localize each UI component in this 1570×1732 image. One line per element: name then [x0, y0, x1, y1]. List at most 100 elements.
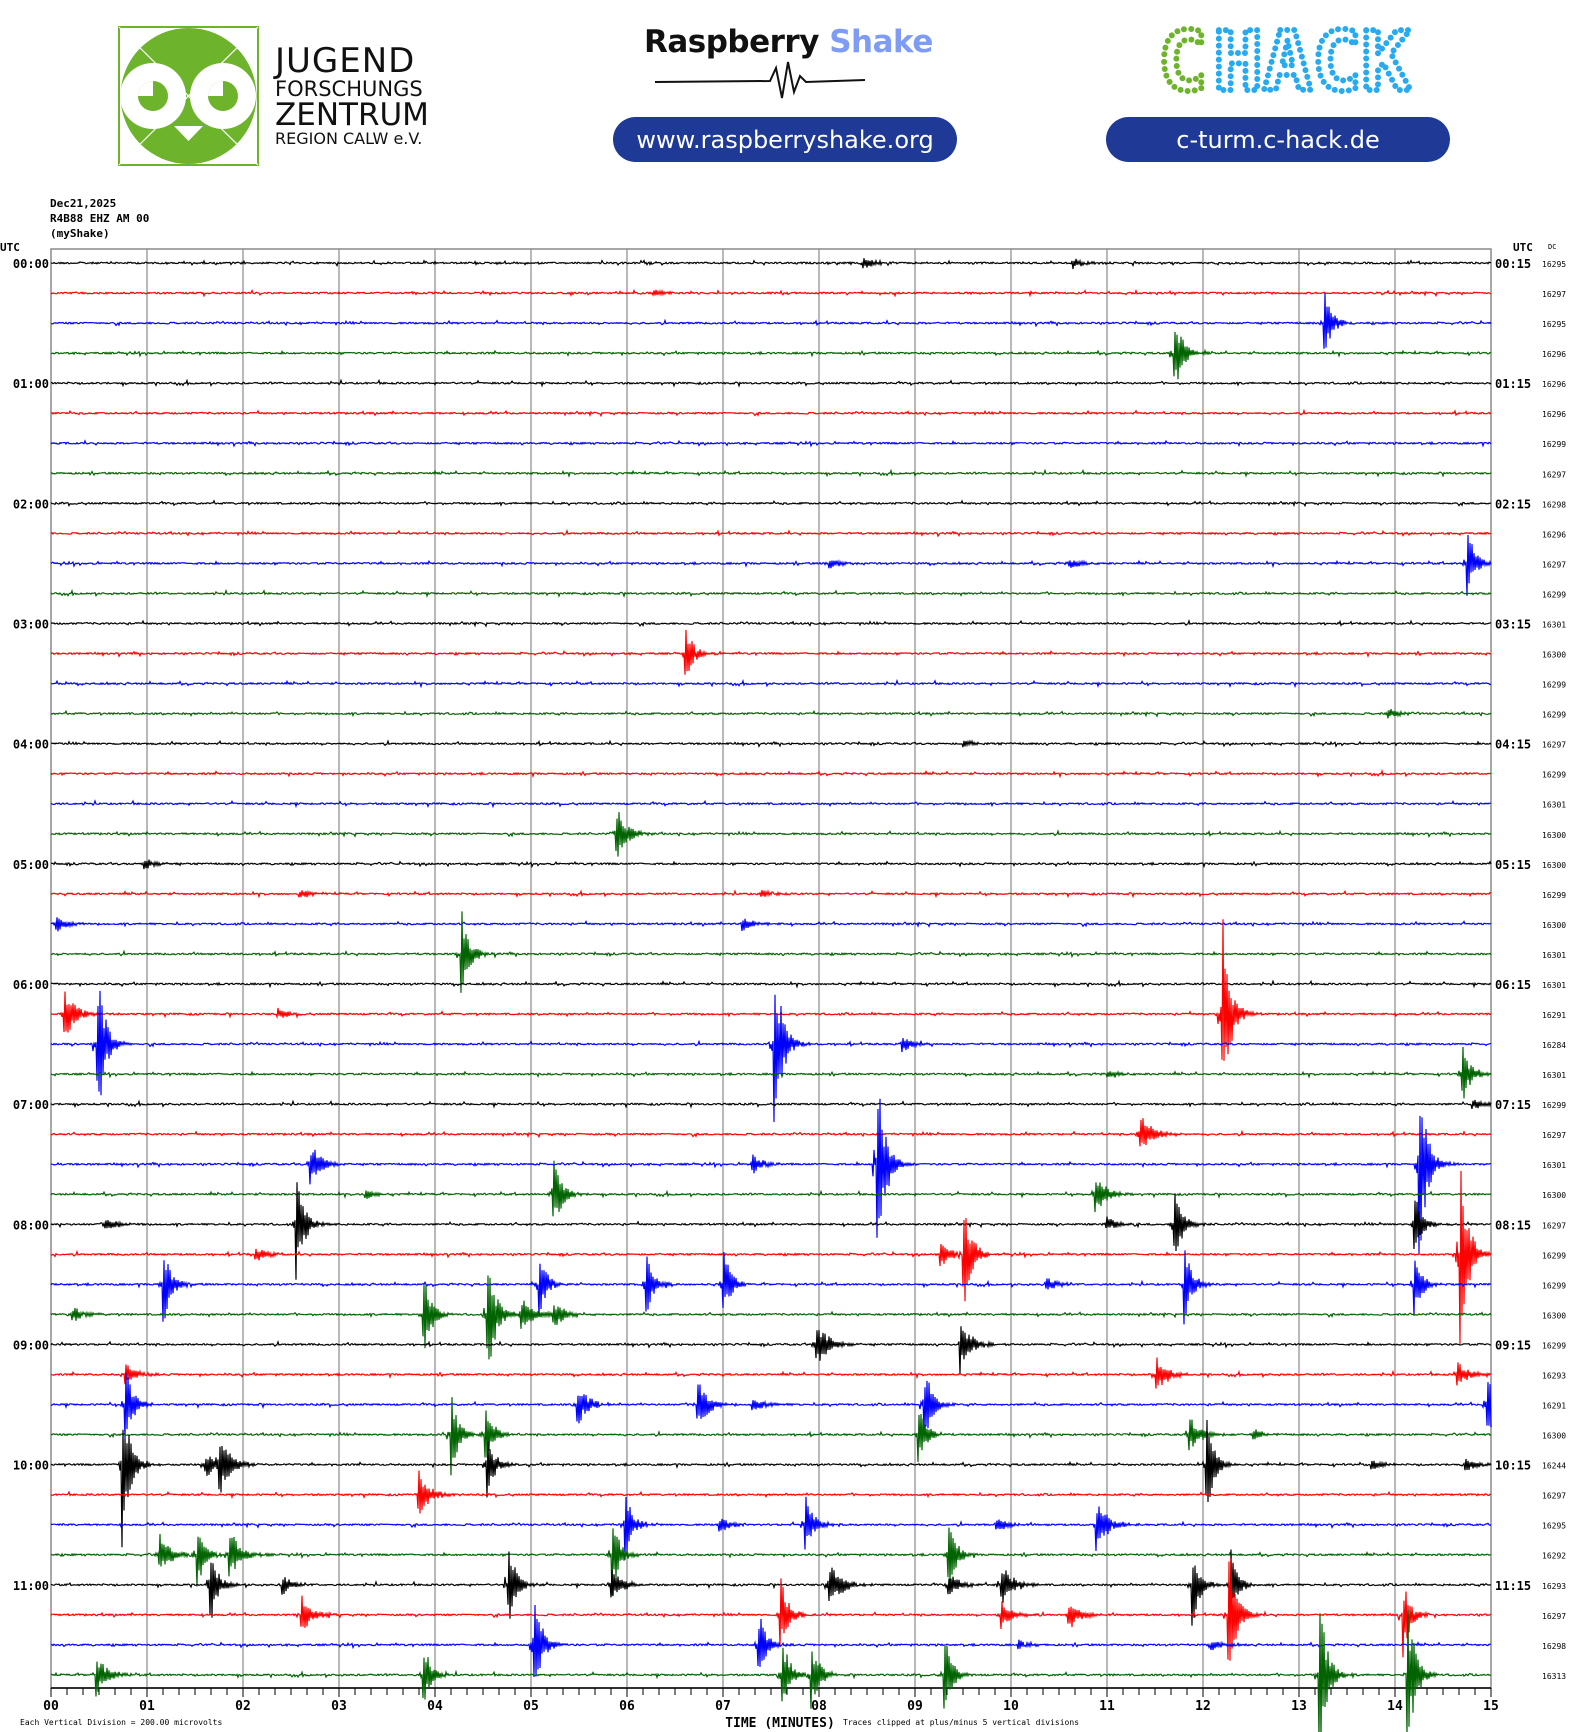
raspberryshake-link[interactable]: www.raspberryshake.org [613, 117, 957, 162]
trace-row [50, 708, 1492, 719]
hour-label-right: 01:15 [1495, 377, 1531, 391]
trace-row [50, 1098, 1492, 1254]
trace-row [50, 1496, 1492, 1560]
dc-value: 16293 [1542, 1371, 1566, 1380]
trace-row [50, 528, 1492, 538]
dc-value: 16296 [1542, 530, 1566, 539]
dc-value: 16300 [1542, 831, 1566, 840]
dc-value: 16297 [1542, 470, 1566, 479]
x-tick-label: 14 [1387, 1699, 1403, 1714]
hour-label-left: 04:00 [13, 738, 49, 752]
dc-value: 16299 [1542, 440, 1566, 449]
hour-label-left: 09:00 [13, 1338, 49, 1352]
trace-row [50, 378, 1492, 388]
dc-value: 16299 [1542, 1281, 1566, 1290]
hour-label-right: 06:15 [1495, 978, 1531, 992]
hour-label-left: 01:00 [13, 377, 49, 391]
dc-value: 16297 [1542, 1221, 1566, 1230]
plot-date: Dec21,2025 [50, 197, 117, 210]
trace-row [50, 499, 1492, 508]
trace-row [50, 1397, 1492, 1476]
dc-value: 16299 [1542, 891, 1566, 900]
dc-value: 16295 [1542, 260, 1566, 269]
dc-value: 16300 [1542, 1311, 1566, 1320]
trace-row [50, 1099, 1492, 1110]
dc-title: DC [1548, 243, 1556, 251]
x-tick-label: 08 [811, 1699, 827, 1714]
jfz-line3: ZENTRUM [275, 97, 429, 133]
trace-row [50, 1527, 1492, 1596]
x-tick-label: 13 [1291, 1699, 1307, 1714]
hour-label-right: 10:15 [1495, 1459, 1531, 1473]
dc-value: 16296 [1542, 350, 1566, 359]
x-tick-label: 01 [139, 1699, 155, 1714]
trace-row [50, 1275, 1492, 1360]
trace-row [51, 678, 1492, 689]
hour-label-right: 02:15 [1495, 497, 1531, 511]
chack-link[interactable]: c-turm.c-hack.de [1106, 117, 1450, 162]
trace-row [51, 258, 1492, 270]
dc-value: 16297 [1542, 560, 1566, 569]
hour-label-left: 05:00 [13, 858, 49, 872]
dc-value: 16299 [1542, 681, 1566, 690]
jfz-line1: JUGEND [275, 41, 416, 81]
svg-text:CHACK: CHACK [1158, 24, 1411, 104]
seismic-wave-icon [654, 61, 866, 99]
trace-row [50, 917, 1492, 932]
dc-value: 16298 [1542, 500, 1566, 509]
hour-label-left: 02:00 [13, 497, 49, 511]
dc-value: 16293 [1542, 1582, 1566, 1591]
dc-value: 16297 [1542, 741, 1566, 750]
x-tick-label: 04 [427, 1699, 443, 1714]
rs-word1: Raspberry [644, 24, 819, 60]
trace-row [50, 769, 1492, 779]
right-utc-title: UTC [1513, 241, 1533, 254]
station-name: (myShake) [50, 227, 110, 240]
trace-row [50, 618, 1492, 628]
dc-value: 16299 [1542, 1251, 1566, 1260]
trace-row [50, 859, 1492, 870]
x-axis-title: TIME (MINUTES) [725, 1716, 835, 1731]
trace-row [50, 468, 1492, 479]
trace-row [50, 919, 1492, 1061]
jfz-line2: FORSCHUNGS [275, 77, 423, 101]
trace-row [50, 331, 1492, 380]
hour-label-left: 00:00 [13, 257, 49, 271]
dc-value: 16292 [1542, 1552, 1566, 1561]
dc-value: 16301 [1542, 1071, 1566, 1080]
trace-row [50, 408, 1492, 418]
x-tick-label: 06 [619, 1699, 635, 1714]
dc-value: 16313 [1542, 1672, 1566, 1681]
dc-value: 16301 [1542, 981, 1566, 990]
dc-value: 16300 [1542, 861, 1566, 870]
hour-label-right: 04:15 [1495, 738, 1531, 752]
rs-word2: Shake [829, 24, 933, 60]
trace-row [50, 1549, 1492, 1626]
x-tick-label: 10 [1003, 1699, 1019, 1714]
trace-row [50, 1118, 1492, 1147]
clip-note: Traces clipped at plus/minus 5 vertical … [843, 1718, 1079, 1727]
dc-value: 16295 [1542, 320, 1566, 329]
trace-row [50, 799, 1491, 809]
hour-label-right: 03:15 [1495, 617, 1531, 631]
trace-row [50, 1326, 1491, 1374]
dc-value: 16300 [1542, 651, 1566, 660]
hour-label-left: 03:00 [13, 617, 49, 631]
trace-row [50, 629, 1492, 675]
dc-value: 16299 [1542, 1101, 1566, 1110]
chack-c: C [1158, 24, 1207, 104]
trace-row [50, 534, 1492, 596]
dc-value: 16299 [1542, 1341, 1566, 1350]
trace-row [50, 439, 1492, 448]
dc-value: 16299 [1542, 590, 1566, 599]
dc-value: 16300 [1542, 1432, 1566, 1441]
chack-dotted-logo-icon: CHACK [1155, 24, 1414, 104]
trace-row [50, 292, 1492, 349]
trace-row [50, 1604, 1492, 1678]
trace-row [50, 889, 1492, 899]
trace-row [50, 1170, 1492, 1344]
dc-value: 16244 [1542, 1462, 1566, 1471]
trace-row [50, 1182, 1492, 1280]
jfz-line4: REGION CALW e.V. [275, 129, 423, 148]
x-tick-label: 15 [1483, 1699, 1499, 1714]
